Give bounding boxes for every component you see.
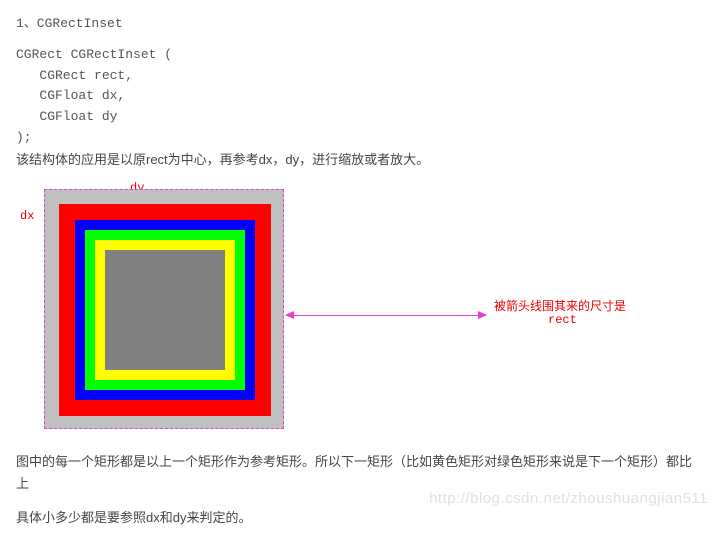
code-line-5: );	[16, 128, 700, 149]
description-3: 具体小多少都是要参照dx和dy来判定的。	[16, 507, 700, 529]
section-title: 1、CGRectInset	[16, 14, 700, 35]
rect-container	[44, 189, 284, 429]
code-line-3: CGFloat dx,	[16, 86, 700, 107]
code-line-4: CGFloat dy	[16, 107, 700, 128]
inset-rect	[105, 250, 225, 370]
dimension-arrow	[286, 315, 486, 316]
label-dx: dx	[20, 209, 34, 223]
code-line-2: CGRect rect,	[16, 66, 700, 87]
code-line-1: CGRect CGRectInset (	[16, 45, 700, 66]
description-2: 图中的每一个矩形都是以上一个矩形作为参考矩形。所以下一矩形（比如黄色矩形对绿色矩…	[16, 451, 700, 495]
description-1: 该结构体的应用是以原rect为中心，再参考dx，dy，进行缩放或者放大。	[16, 149, 700, 171]
arrow-label-1: 被箭头线围其来的尺寸是	[494, 297, 626, 314]
arrow-label-2: rect	[548, 313, 577, 327]
diagram: dx dy 被箭头线围其来的尺寸是 rect	[16, 185, 716, 445]
